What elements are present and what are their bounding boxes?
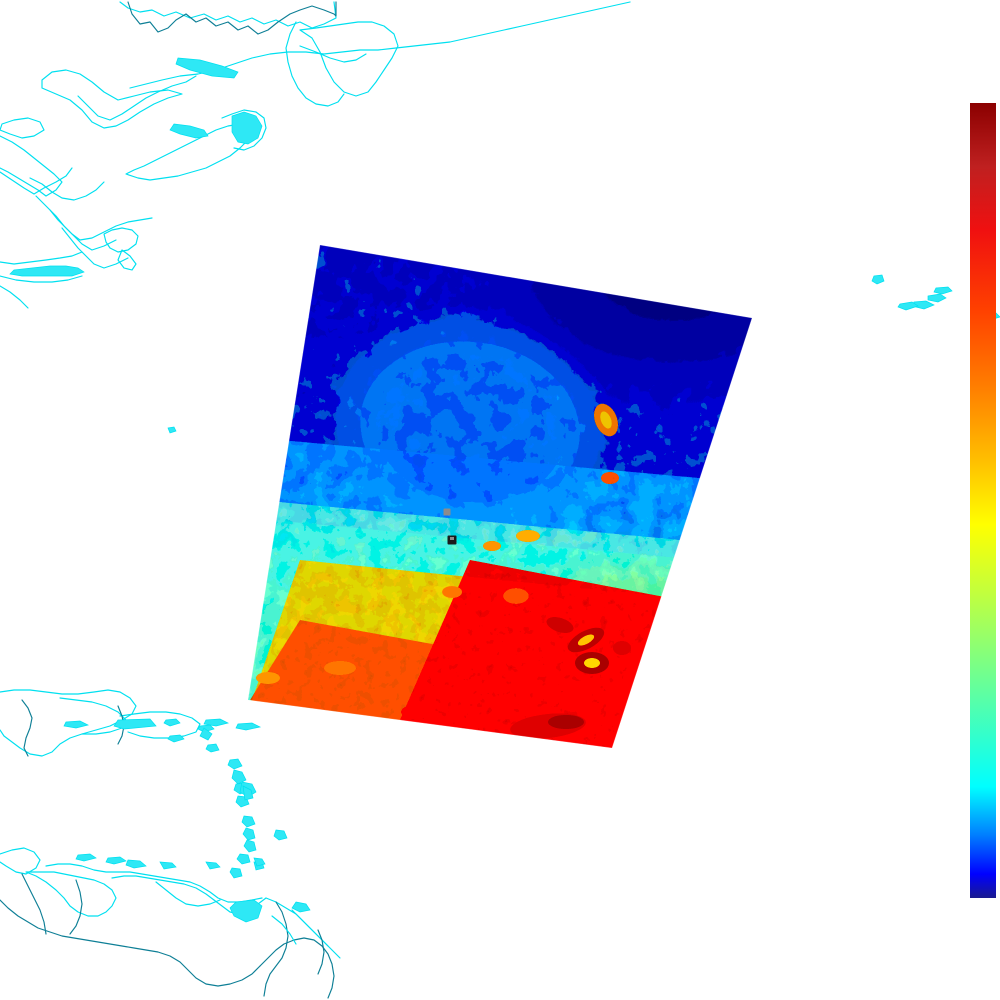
colorbar-gradient[interactable] [970, 103, 996, 898]
storm-center-marker-highlight [450, 537, 454, 540]
convective-cells [256, 403, 631, 739]
secondary-marker[interactable] [443, 508, 451, 516]
